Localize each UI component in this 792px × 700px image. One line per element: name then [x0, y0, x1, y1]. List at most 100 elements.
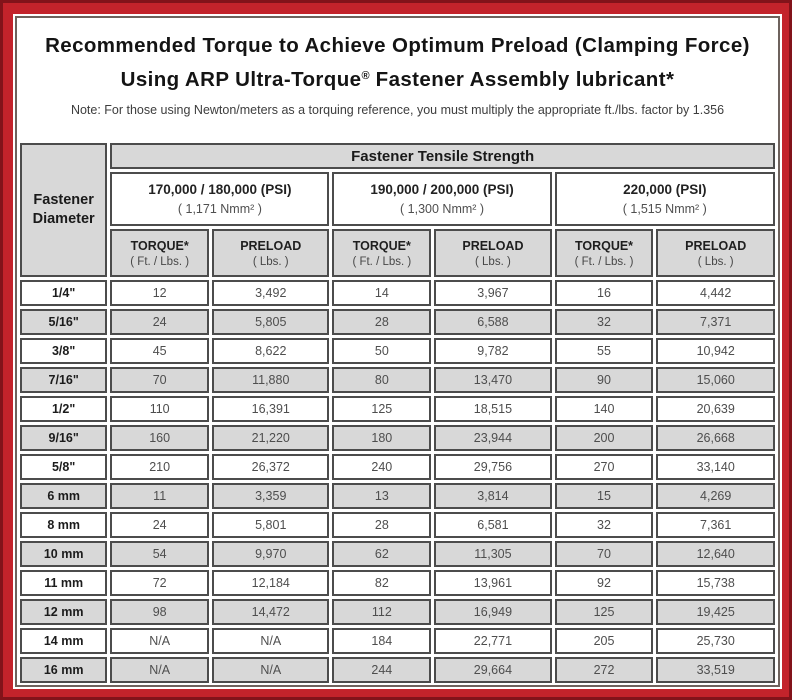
psi-group-row: 170,000 / 180,000 (PSI) ( 1,171 Nmm² ) 1…	[20, 172, 775, 226]
fastener-diameter-cell: 5/16"	[20, 309, 108, 335]
torque-value-cell: 13	[332, 483, 432, 509]
torque-value-cell: 110	[110, 396, 210, 422]
torque-value-cell: 45	[110, 338, 210, 364]
torque-value-cell: 62	[332, 541, 432, 567]
table-row: 1/4" 12 3,492 14 3,967 16 4,442	[20, 280, 775, 306]
column-header-row: TORQUE* ( Ft. / Lbs. ) PRELOAD ( Lbs. ) …	[20, 229, 775, 277]
preload-label: PRELOAD	[462, 238, 524, 253]
torque-table: Fastener Diameter Fastener Tensile Stren…	[17, 140, 778, 685]
fastener-diameter-cell: 9/16"	[20, 425, 108, 451]
psi-label: 190,000 / 200,000 (PSI)	[370, 182, 514, 197]
psi-label: 170,000 / 180,000 (PSI)	[148, 182, 292, 197]
preload-value-cell: 15,738	[656, 570, 775, 596]
fastener-diameter-cell: 6 mm	[20, 483, 108, 509]
registered-trademark-symbol: ®	[361, 70, 370, 82]
preload-value-cell: 23,944	[434, 425, 552, 451]
preload-value-cell: 15,060	[656, 367, 775, 393]
torque-column-header: TORQUE* ( Ft. / Lbs. )	[554, 229, 654, 277]
torque-value-cell: 125	[554, 599, 654, 625]
torque-value-cell: 15	[554, 483, 654, 509]
preload-value-cell: 4,442	[656, 280, 775, 306]
table-row: 3/8" 45 8,622 50 9,782 55 10,942	[20, 338, 775, 364]
torque-value-cell: 210	[110, 454, 210, 480]
preload-value-cell: 7,371	[656, 309, 775, 335]
fastener-diameter-header: Fastener Diameter	[20, 143, 108, 277]
torque-value-cell: 90	[554, 367, 654, 393]
fastener-diameter-cell: 3/8"	[20, 338, 108, 364]
torque-value-cell: 12	[110, 280, 210, 306]
torque-value-cell: 28	[332, 309, 432, 335]
preload-value-cell: 3,814	[434, 483, 552, 509]
preload-value-cell: 12,640	[656, 541, 775, 567]
fastener-diameter-header-line1: Fastener	[33, 192, 94, 209]
nmm-label: ( 1,515 Nmm² )	[622, 202, 707, 216]
torque-value-cell: 14	[332, 280, 432, 306]
preload-value-cell: 6,588	[434, 309, 552, 335]
table-body: 1/4" 12 3,492 14 3,967 16 4,442 5/16" 24 5,805 28 6…	[20, 280, 775, 683]
table-row: 1/2" 110 16,391 125 18,515 140 20,639	[20, 396, 775, 422]
preload-value-cell: 4,269	[656, 483, 775, 509]
torque-value-cell: 32	[554, 309, 654, 335]
fastener-diameter-cell: 12 mm	[20, 599, 108, 625]
conversion-note: Note: For those using Newton/meters as a…	[70, 103, 725, 117]
preload-value-cell: 3,359	[212, 483, 330, 509]
preload-value-cell: 26,668	[656, 425, 775, 451]
document: Recommended Torque to Achieve Optimum Pr…	[15, 16, 780, 687]
torque-value-cell: 80	[332, 367, 432, 393]
preload-value-cell: 14,472	[212, 599, 330, 625]
torque-value-cell: 184	[332, 628, 432, 654]
table-row: 8 mm 24 5,801 28 6,581 32 7,361	[20, 512, 775, 538]
torque-value-cell: 180	[332, 425, 432, 451]
torque-value-cell: 112	[332, 599, 432, 625]
psi-label: 220,000 (PSI)	[623, 182, 707, 197]
fastener-diameter-cell: 11 mm	[20, 570, 108, 596]
tensile-strength-row: Fastener Diameter Fastener Tensile Stren…	[20, 143, 775, 277]
table-row: 12 mm 98 14,472 112 16,949 125 19,425	[20, 599, 775, 625]
preload-value-cell: 18,515	[434, 396, 552, 422]
table-row: 5/8" 210 26,372 240 29,756 270 33,140	[20, 454, 775, 480]
torque-value-cell: 92	[554, 570, 654, 596]
torque-label: TORQUE*	[352, 238, 411, 253]
torque-value-cell: N/A	[110, 657, 210, 683]
title-line-2-post: Fastener Assembly lubricant*	[369, 68, 675, 91]
preload-value-cell: 21,220	[212, 425, 330, 451]
tensile-strength-header: Fastener Tensile Strength	[110, 143, 775, 169]
table-row: 16 mm N/A N/A 244 29,664 272 33,519	[20, 657, 775, 683]
fastener-diameter-cell: 8 mm	[20, 512, 108, 538]
torque-column-header: TORQUE* ( Ft. / Lbs. )	[110, 229, 210, 277]
preload-value-cell: 20,639	[656, 396, 775, 422]
preload-value-cell: 12,184	[212, 570, 330, 596]
preload-value-cell: 7,361	[656, 512, 775, 538]
psi-group-170-180: 170,000 / 180,000 (PSI) ( 1,171 Nmm² )	[110, 172, 330, 226]
fastener-diameter-cell: 1/2"	[20, 396, 108, 422]
torque-value-cell: 55	[554, 338, 654, 364]
torque-value-cell: 125	[332, 396, 432, 422]
preload-value-cell: 26,372	[212, 454, 330, 480]
preload-value-cell: 33,140	[656, 454, 775, 480]
preload-value-cell: 5,805	[212, 309, 330, 335]
torque-value-cell: 140	[554, 396, 654, 422]
preload-column-header: PRELOAD ( Lbs. )	[434, 229, 552, 277]
torque-units: ( Ft. / Lbs. )	[130, 255, 190, 268]
preload-label: PRELOAD	[685, 238, 747, 253]
torque-value-cell: 205	[554, 628, 654, 654]
document-title: Recommended Torque to Achieve Optimum Pr…	[17, 18, 778, 95]
torque-value-cell: N/A	[110, 628, 210, 654]
torque-value-cell: 28	[332, 512, 432, 538]
torque-value-cell: 24	[110, 512, 210, 538]
preload-column-header: PRELOAD ( Lbs. )	[212, 229, 330, 277]
table-row: 14 mm N/A N/A 184 22,771 205 25,730	[20, 628, 775, 654]
torque-value-cell: 70	[554, 541, 654, 567]
preload-value-cell: 16,391	[212, 396, 330, 422]
preload-value-cell: 6,581	[434, 512, 552, 538]
preload-value-cell: 13,961	[434, 570, 552, 596]
table-row: 10 mm 54 9,970 62 11,305 70 12,640	[20, 541, 775, 567]
fastener-diameter-cell: 7/16"	[20, 367, 108, 393]
preload-value-cell: 19,425	[656, 599, 775, 625]
preload-value-cell: 9,782	[434, 338, 552, 364]
preload-column-header: PRELOAD ( Lbs. )	[656, 229, 775, 277]
preload-value-cell: 13,470	[434, 367, 552, 393]
fastener-diameter-header-line2: Diameter	[32, 211, 95, 227]
preload-value-cell: 29,664	[434, 657, 552, 683]
torque-value-cell: 200	[554, 425, 654, 451]
